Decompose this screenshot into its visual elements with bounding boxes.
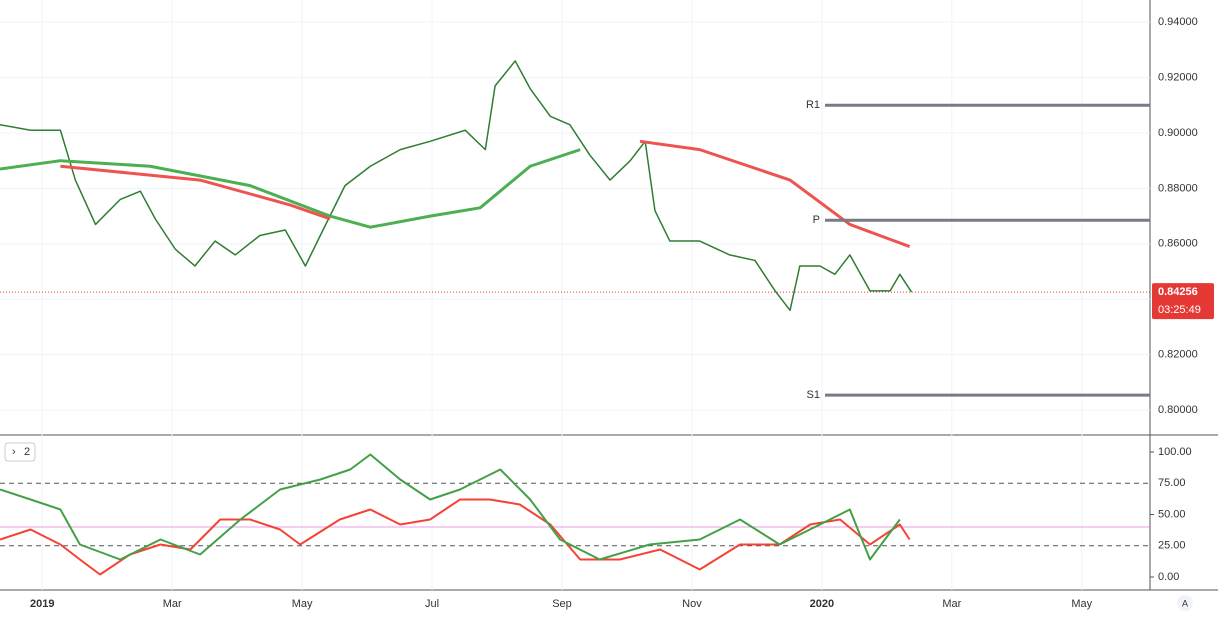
x-tick-label: Mar [163, 598, 182, 610]
pivot-label: P [813, 214, 820, 226]
panel-arrow: › [12, 446, 16, 458]
y-tick-label: 0.90000 [1158, 127, 1198, 139]
pivot-label: R1 [806, 99, 820, 111]
y-tick-label: 0.88000 [1158, 182, 1198, 194]
countdown-label: 03:25:49 [1158, 304, 1201, 316]
auto-scale-label: A [1182, 598, 1188, 608]
x-tick-label: May [292, 598, 313, 610]
x-tick-label: 2020 [810, 598, 834, 610]
y-tick-label: 25.00 [1158, 540, 1186, 552]
series-line [60, 139, 911, 248]
y-tick-label: 0.94000 [1158, 16, 1198, 28]
panel-tag[interactable] [4, 442, 36, 462]
y-tick-label: 0.80000 [1158, 404, 1198, 416]
y-tick-label: 0.92000 [1158, 71, 1198, 83]
y-tick-label: 0.00 [1158, 571, 1179, 583]
x-tick-label: Sep [552, 598, 572, 610]
pivot-label: S1 [807, 389, 820, 401]
auto-scale-button[interactable] [1177, 595, 1193, 611]
x-tick-label: 2019 [30, 598, 54, 610]
series-line [0, 60, 913, 312]
y-tick-label: 100.00 [1158, 446, 1192, 458]
y-tick-label: 75.00 [1158, 477, 1186, 489]
series-line [0, 453, 901, 561]
last-price-label: 0.84256 [1158, 286, 1198, 298]
x-tick-label: Jul [425, 598, 439, 610]
x-tick-label: May [1071, 598, 1092, 610]
x-tick-label: Nov [682, 598, 702, 610]
series-line [0, 148, 581, 229]
y-tick-label: 0.82000 [1158, 349, 1198, 361]
y-tick-label: 0.86000 [1158, 238, 1198, 250]
y-tick-label: 50.00 [1158, 508, 1186, 520]
panel-label: 2 [24, 446, 30, 458]
last-price-box [1152, 283, 1214, 320]
x-tick-label: Mar [942, 598, 961, 610]
